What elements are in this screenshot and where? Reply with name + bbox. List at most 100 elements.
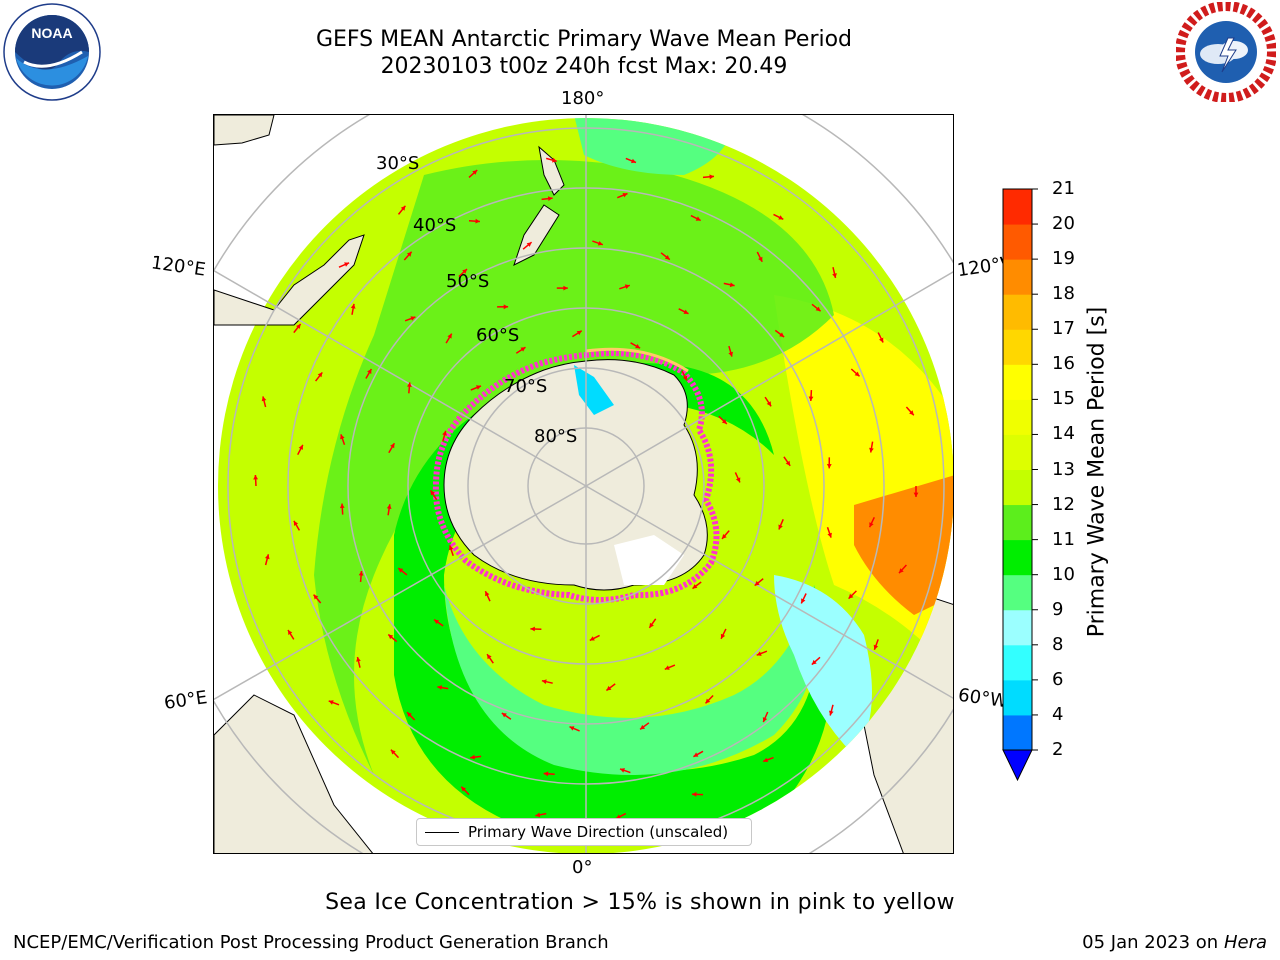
lat-label-80s: 80°S [534, 426, 577, 447]
colorbar-label: Primary Wave Mean Period [s] [1084, 306, 1110, 638]
colorbar-band [1003, 434, 1032, 470]
colorbar-tick-label: 17 [1052, 318, 1075, 340]
wave-arrow-head [640, 724, 646, 730]
colorbar-tick-label: 14 [1052, 423, 1075, 445]
wave-arrow-head [400, 205, 406, 211]
wave-arrow-head [526, 242, 532, 247]
wave-arrow-head [552, 157, 557, 163]
colorbar-band [1003, 259, 1032, 295]
wave-arrow-head [758, 256, 763, 262]
wave-arrow-head [624, 284, 630, 289]
new-zealand-land [513, 145, 565, 266]
wave-arrow-head [705, 698, 711, 704]
wave-arrow-head [563, 285, 568, 291]
wave-arrow-head [729, 282, 735, 288]
wave-arrow-head [543, 771, 549, 777]
footer-host: Hera [1223, 932, 1267, 953]
wave-arrow-head [622, 193, 628, 198]
wave-arrow-head [328, 700, 334, 705]
colorbar-tick-label: 21 [1052, 178, 1075, 199]
wave-arrow-head [913, 492, 919, 497]
wave-arrow-head [437, 685, 443, 690]
wave-arrow-head [709, 174, 714, 180]
wave-arrow-head [606, 685, 612, 691]
wave-arrow-head [261, 396, 267, 402]
wave-arrow-head [649, 622, 654, 628]
colorbar-tick-label: 11 [1052, 528, 1075, 550]
colorbar-band [1003, 539, 1032, 576]
band-11s [314, 160, 834, 775]
colorbar-band [1003, 294, 1032, 330]
wave-arrow-head [253, 475, 258, 480]
wave-arrow-head [344, 262, 350, 267]
map-title: GEFS MEAN Antarctic Primary Wave Mean Pe… [315, 27, 853, 52]
wave-arrow-head [407, 712, 412, 717]
wave-arrow-head [720, 633, 726, 639]
wave-arrow-head [386, 504, 392, 509]
band-8s [774, 575, 872, 755]
wave-arrow-head [616, 814, 621, 819]
wave-arrow-head [597, 241, 603, 246]
colorbar-band [1003, 399, 1032, 435]
colorbar-extend [1002, 749, 1033, 782]
colorbar-band [1003, 714, 1032, 751]
wave-arrow-head [683, 309, 689, 314]
wave-arrow-head [763, 757, 769, 763]
lat-label-70s: 70°S [504, 376, 547, 397]
wave-arrow-head [356, 657, 361, 662]
colorbar-tick-label: 12 [1052, 493, 1075, 515]
wave-arrow-head [485, 591, 490, 597]
wave-arrow-head [288, 630, 293, 635]
wave-arrow-head [317, 372, 323, 378]
wave-arrow-head [832, 273, 837, 278]
wave-arrow-head [754, 580, 760, 586]
ross-sea-blue [574, 365, 614, 415]
wave-arrow-head [778, 215, 784, 220]
wave-arrow-head [390, 443, 395, 449]
wave-arrow-head [692, 584, 698, 589]
colorbar-tick-label: 2 [1052, 739, 1064, 760]
wave-arrow-head [779, 332, 785, 337]
wave-arrow-head [785, 460, 791, 466]
wave-arrow-head [520, 347, 526, 352]
wave-arrow-head [801, 598, 806, 604]
wave-arrow-head [350, 303, 356, 309]
wave-direction-arrows [253, 157, 919, 820]
colorbar-tick-label: 4 [1052, 703, 1064, 725]
colorbar-band [1003, 469, 1032, 506]
wave-arrow-head [728, 351, 733, 357]
noaa-logo-text: NOAA [31, 25, 72, 41]
lat-label-30s: 30°S [376, 153, 419, 174]
wave-arrow-head [664, 665, 670, 670]
wave-arrow-head [339, 503, 345, 509]
wave-arrow-head [848, 593, 854, 599]
wave-arrow-head [472, 170, 478, 175]
wave-arrow-head [448, 545, 454, 551]
wave-arrow-head [398, 568, 404, 573]
wave-arrow-head [367, 369, 372, 374]
wave-arrow-head [899, 568, 904, 574]
lon-label-180: 180° [561, 88, 605, 109]
wave-arrow-head [470, 754, 475, 760]
band-9s [444, 585, 819, 775]
wave-arrow-head [721, 419, 727, 424]
wave-arrow-head [722, 534, 727, 539]
wave-arrow-head [766, 401, 772, 407]
nws-logo-icon [1176, 2, 1276, 102]
wave-arrow-head [854, 371, 860, 377]
wave-arrow-head [265, 554, 270, 560]
wave-arrow-head [620, 768, 625, 773]
wave-arrow-head [873, 644, 879, 650]
wave-arrow-head [869, 522, 874, 528]
wave-arrow-head [430, 490, 435, 496]
wave-arrow-head [407, 382, 412, 387]
colorbar-band [1003, 574, 1032, 611]
colorbar-tick-label: 13 [1052, 458, 1075, 480]
wave-arrow-head [293, 520, 299, 526]
wave-arrow-head [358, 571, 364, 576]
footer-date-text: 05 Jan 2023 on [1082, 932, 1219, 953]
wave-arrow-head [390, 749, 396, 755]
wave-arrow-head [313, 594, 319, 600]
australia-land [214, 115, 275, 146]
wave-arrow-head [695, 216, 701, 221]
